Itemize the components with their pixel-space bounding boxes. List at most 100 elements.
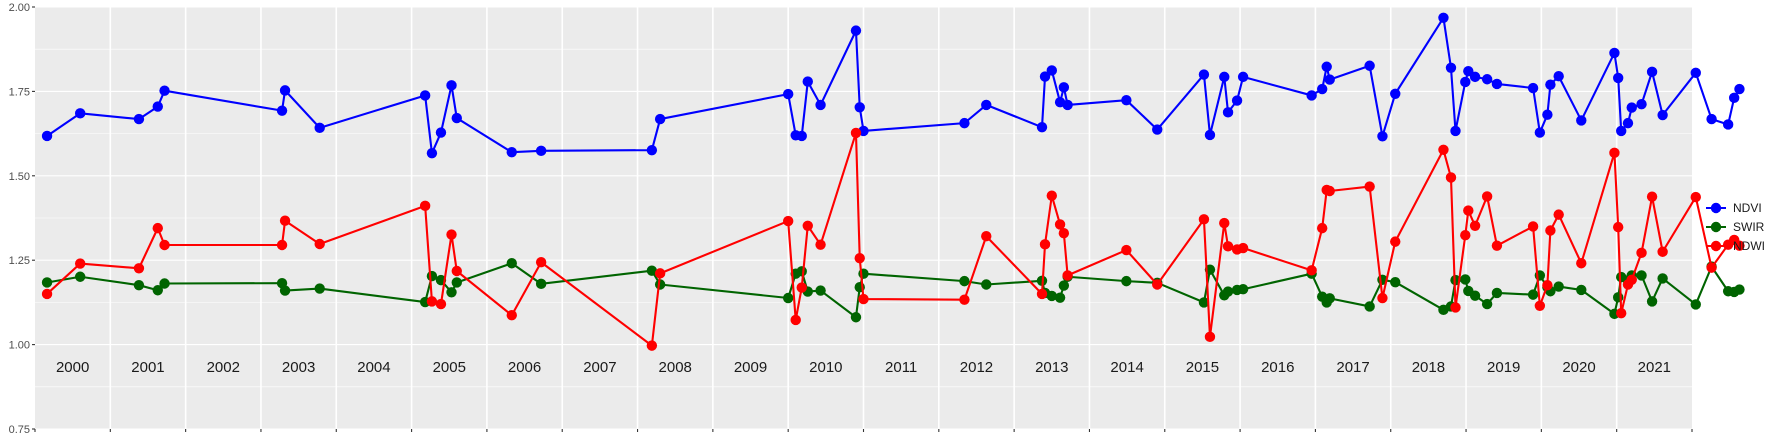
x-axis: [34, 429, 1693, 432]
series-layer: [41, 12, 1745, 351]
data-point-swir: [41, 277, 53, 288]
data-point-ndwi: [74, 258, 86, 269]
data-point-ndvi: [1576, 115, 1587, 126]
data-point-ndwi: [419, 200, 431, 212]
data-point-swir: [1046, 290, 1057, 302]
data-point-ndwi: [854, 252, 865, 264]
data-point-ndvi: [1219, 71, 1230, 83]
data-point-ndwi: [426, 296, 438, 307]
data-point-ndvi: [854, 102, 865, 113]
data-point-ndwi: [1445, 172, 1457, 183]
data-point-ndwi: [815, 239, 826, 250]
data-point-ndvi: [276, 105, 288, 116]
data-point-ndwi: [451, 265, 462, 277]
data-point-ndwi: [1046, 190, 1057, 201]
data-point-ndwi: [1616, 308, 1627, 319]
data-point-ndvi: [1491, 78, 1503, 90]
data-point-ndwi: [1636, 247, 1647, 258]
year-label: 2020: [1562, 359, 1595, 376]
data-point-ndwi: [1058, 227, 1070, 239]
data-point-ndwi: [850, 127, 862, 139]
data-point-ndwi: [506, 310, 517, 321]
data-point-ndwi: [1204, 331, 1216, 343]
data-point-ndvi: [446, 80, 457, 91]
data-point-swir: [1460, 274, 1471, 285]
data-point-ndvi: [1324, 74, 1335, 85]
data-point-ndvi: [1481, 74, 1493, 85]
year-label: 2000: [56, 359, 89, 376]
data-point-ndwi: [1036, 288, 1048, 300]
data-point-swir: [1222, 286, 1234, 297]
data-point-ndvi: [1222, 107, 1234, 118]
data-point-ndvi: [1545, 79, 1556, 90]
year-label: 2009: [734, 359, 767, 376]
data-point-ndwi: [1324, 185, 1335, 197]
year-label: 2021: [1638, 359, 1671, 376]
data-point-ndvi: [279, 85, 291, 96]
data-point-ndwi: [1706, 262, 1717, 273]
data-point-ndvi: [159, 85, 170, 96]
data-point-ndwi: [1534, 300, 1546, 311]
data-point-ndwi: [1690, 191, 1701, 203]
data-point-ndwi: [1626, 274, 1637, 285]
data-point-ndwi: [1222, 241, 1234, 252]
data-point-ndwi: [959, 294, 970, 305]
data-point-ndvi: [1706, 113, 1717, 125]
year-label: 2001: [131, 359, 164, 376]
data-point-ndwi: [1054, 219, 1066, 230]
data-point-ndvi: [152, 101, 163, 112]
data-point-swir: [451, 277, 462, 288]
data-point-ndwi: [159, 239, 170, 251]
data-point-swir: [1491, 287, 1503, 299]
year-label: 2011: [885, 359, 917, 376]
data-point-ndwi: [1039, 239, 1051, 250]
data-point-ndwi: [1316, 222, 1328, 234]
data-point-ndvi: [1445, 62, 1457, 73]
data-point-ndwi: [1198, 214, 1210, 225]
data-point-swir: [1734, 284, 1745, 295]
year-label: 2019: [1487, 359, 1520, 376]
data-point-ndwi: [1491, 240, 1503, 251]
data-point-swir: [506, 258, 517, 269]
data-point-ndvi: [646, 144, 658, 156]
year-label: 2006: [508, 359, 541, 376]
year-label: 2002: [207, 359, 240, 376]
data-point-ndwi: [1545, 225, 1556, 236]
data-point-swir: [1121, 275, 1132, 287]
data-point-ndwi: [1481, 191, 1493, 202]
data-point-ndvi: [959, 117, 970, 129]
data-point-ndwi: [152, 222, 163, 234]
data-point-ndvi: [1728, 92, 1740, 104]
data-point-swir: [1690, 299, 1701, 310]
data-point-ndwi: [1612, 221, 1624, 233]
year-label: 2013: [1035, 359, 1068, 376]
data-point-ndvi: [435, 127, 447, 138]
year-label: 2005: [433, 359, 466, 376]
data-point-ndvi: [782, 88, 794, 100]
data-point-ndvi: [1121, 94, 1132, 106]
data-point-swir: [959, 275, 970, 287]
data-point-ndwi: [1469, 220, 1481, 231]
data-point-ndvi: [815, 99, 826, 111]
year-label: 2018: [1412, 359, 1445, 376]
data-point-ndvi: [1062, 99, 1073, 111]
data-point-ndvi: [1198, 69, 1210, 80]
data-point-ndwi: [646, 340, 658, 351]
data-point-ndvi: [1636, 99, 1647, 110]
data-point-ndvi: [1469, 71, 1481, 83]
data-point-ndwi: [796, 282, 807, 293]
data-point-ndvi: [314, 122, 325, 134]
year-label: 2014: [1110, 359, 1143, 376]
data-point-ndvi: [1690, 67, 1701, 79]
y-tick-label: 1.50: [9, 171, 30, 183]
data-point-swir: [796, 266, 807, 277]
data-point-ndwi: [279, 215, 291, 226]
data-point-swir: [1576, 284, 1587, 296]
data-point-ndvi: [133, 113, 145, 125]
data-point-ndvi: [1306, 90, 1317, 101]
legend-marker-ndwi: [1710, 240, 1722, 252]
data-point-swir: [782, 292, 794, 304]
grid-major: [35, 6, 1692, 430]
data-point-ndvi: [802, 76, 813, 87]
data-point-ndvi: [1657, 109, 1668, 121]
